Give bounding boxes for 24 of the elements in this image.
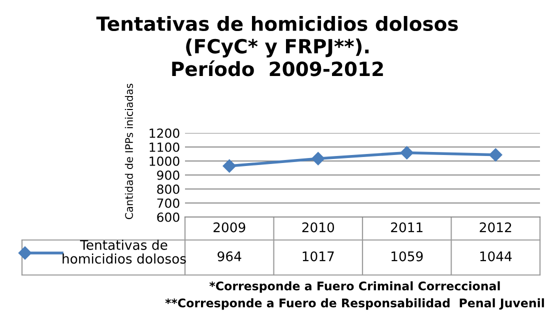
y-tick-label: 700: [157, 198, 180, 208]
x-tick-label: 2009: [214, 222, 246, 232]
y-tick-label: 800: [157, 184, 180, 194]
chart-title: Tentativas de homicidios dolosos (FCyC* y FRPJ**). Período 2009-2012: [96, 16, 458, 76]
data-label: 1059: [392, 251, 423, 262]
text: **Corresponde a Fuero de Responsabilidad Penal Juvenil: [165, 298, 544, 310]
point: [489, 148, 502, 162]
x-tick-label: 2011: [391, 222, 422, 232]
point: [312, 152, 325, 166]
y-tick-label: 900: [157, 170, 180, 180]
y-tick-label: 1200: [150, 128, 180, 138]
y-tick-label: 1100: [150, 142, 180, 152]
y-tick-label: 1000: [150, 156, 180, 166]
point: [400, 146, 414, 160]
data-label: 1044: [480, 251, 512, 262]
text: *Corresponde a Fuero Criminal Correccional: [209, 281, 500, 293]
y-tick-label: 600: [157, 212, 180, 222]
data-label: 1017: [302, 251, 334, 262]
x-tick-label: 2012: [480, 222, 512, 232]
point: [222, 159, 236, 173]
data-label: 964: [218, 251, 242, 262]
x-tick-label: 2010: [302, 222, 334, 232]
legend-label: Tentativas de homicidios dolosos: [62, 240, 186, 264]
y-axis-title: Cantidad de IPPs iniciadas: [124, 84, 133, 220]
